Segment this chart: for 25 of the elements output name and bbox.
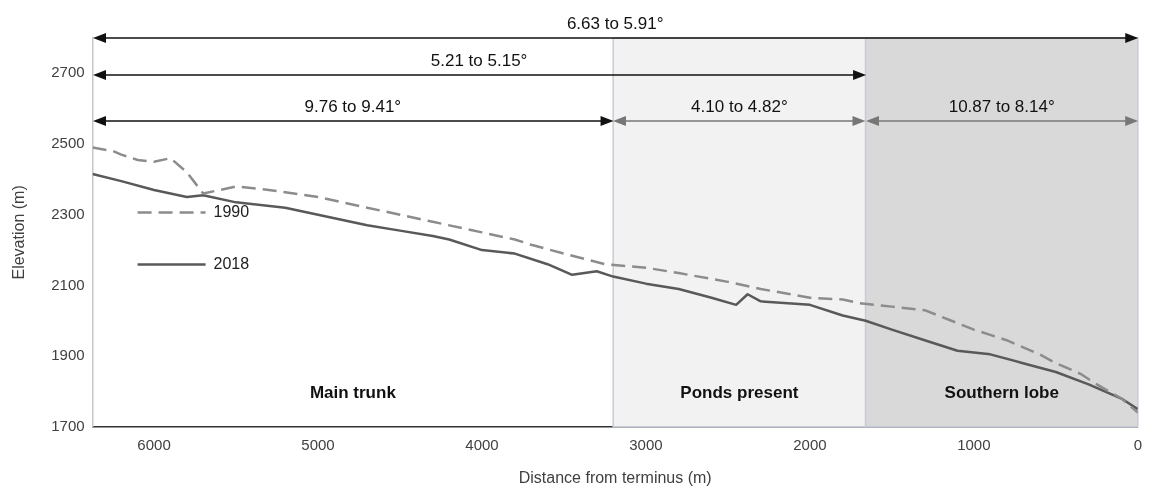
y-axis-title: Elevation (m) <box>10 185 28 280</box>
annotation: 4.10 to 4.82° <box>691 97 788 116</box>
x-tick-label: 6000 <box>137 435 171 453</box>
band-label: Ponds present <box>680 383 799 403</box>
x-tick-label: 3000 <box>629 435 663 453</box>
annotation: 5.21 to 5.15° <box>430 51 528 70</box>
x-tick-label: 2000 <box>793 435 827 453</box>
band-label: Southern lobe <box>944 383 1059 403</box>
annotation: 9.76 to 9.41° <box>304 97 402 116</box>
y-tick-label: 2500 <box>51 134 85 152</box>
x-tick-label: 0 <box>1133 435 1142 453</box>
x-tick-label: 5000 <box>301 435 335 453</box>
legend-label: 2018 <box>213 254 250 272</box>
annotation: Main trunk <box>309 383 397 403</box>
x-tick-label: 4000 <box>465 435 499 453</box>
y-tick-label: 2300 <box>51 204 85 222</box>
y-tick-label: 2700 <box>51 63 85 81</box>
annotation: 10.87 to 8.14° <box>948 97 1055 116</box>
x-tick-label: 1000 <box>957 435 991 453</box>
text: 6.63 to 5.91° <box>566 14 664 33</box>
y-tick-label: 2100 <box>51 275 85 293</box>
y-tick-label: 1900 <box>51 346 85 364</box>
y-tick-label: 1700 <box>51 416 85 434</box>
legend-label: 1990 <box>213 202 250 220</box>
x-axis-title: Distance from terminus (m) <box>518 468 712 486</box>
